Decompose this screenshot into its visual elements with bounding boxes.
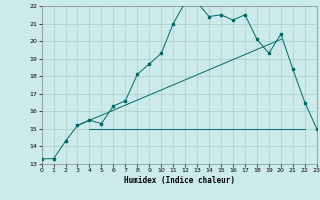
X-axis label: Humidex (Indice chaleur): Humidex (Indice chaleur)	[124, 176, 235, 185]
